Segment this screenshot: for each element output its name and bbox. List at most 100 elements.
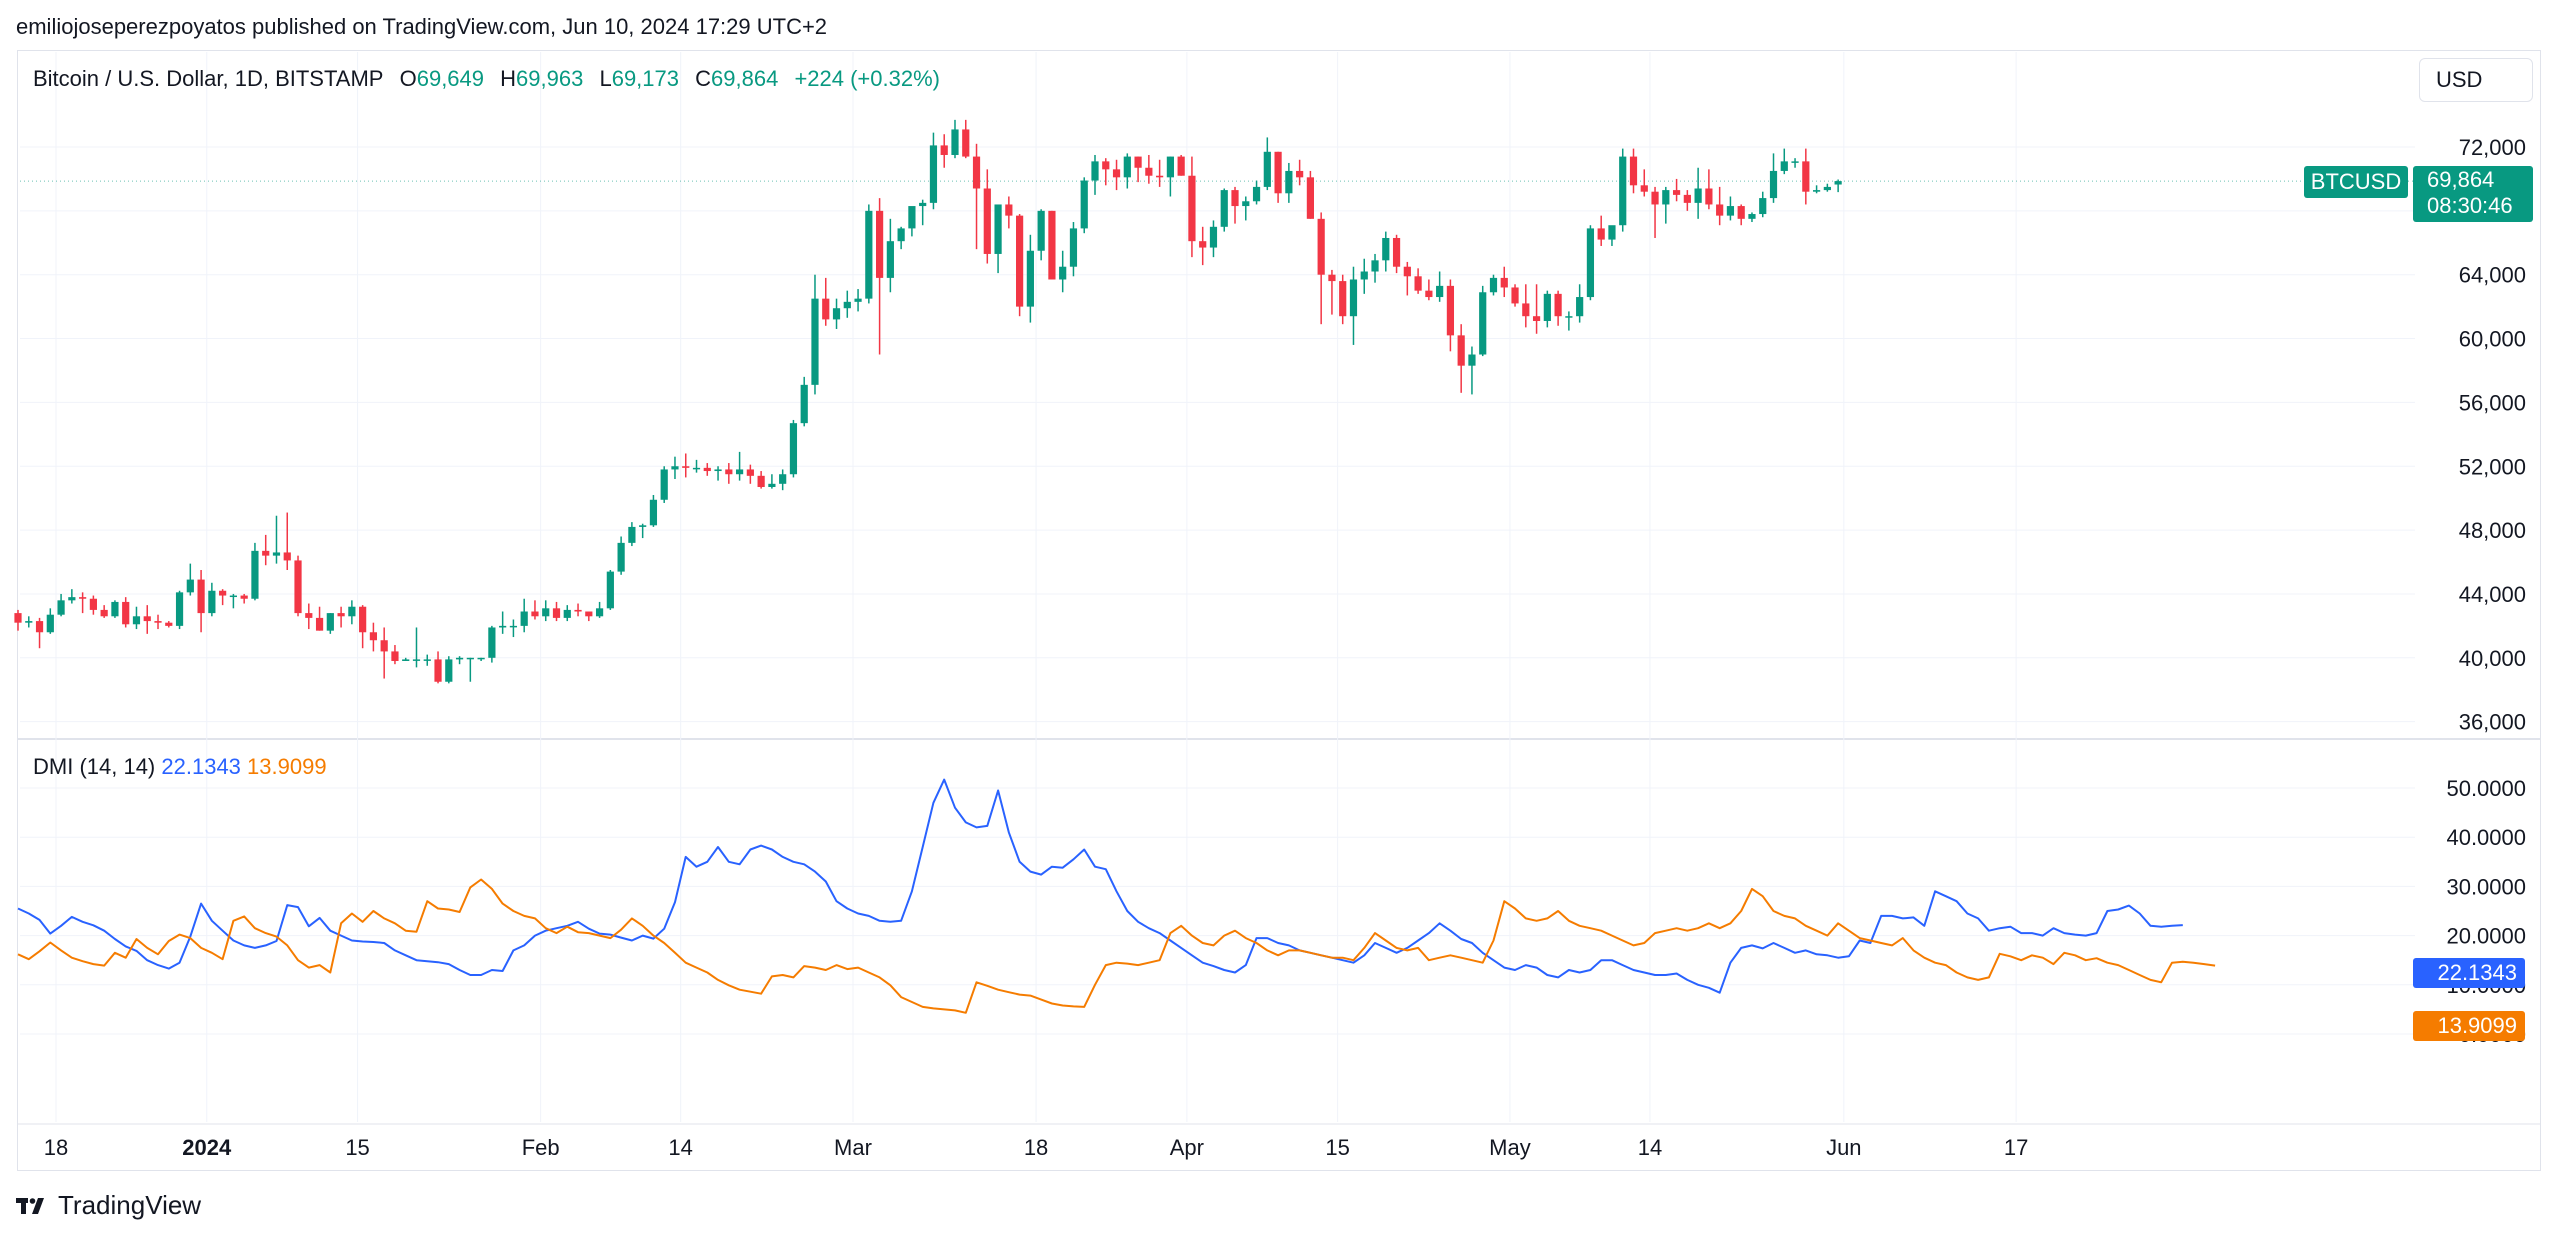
candle — [1026, 234, 1034, 323]
candle-body — [1263, 151, 1271, 187]
candle — [348, 600, 356, 625]
candle-body — [165, 622, 173, 626]
dmi-plus-value: 22.1343 — [161, 754, 241, 779]
candle — [1188, 156, 1196, 258]
candle-body — [940, 145, 948, 155]
candle — [800, 376, 808, 427]
low-value: 69,173 — [611, 66, 679, 91]
candle — [1651, 186, 1659, 238]
candle-body — [595, 608, 604, 617]
candle — [359, 605, 367, 649]
candle-body — [89, 598, 97, 610]
candle-body — [617, 542, 625, 572]
candles — [14, 119, 1842, 684]
candle — [1769, 153, 1778, 203]
candle — [283, 512, 291, 571]
candle-body — [897, 228, 905, 242]
candle-body — [929, 145, 938, 203]
candle — [994, 204, 1002, 274]
candle-body — [1554, 293, 1562, 317]
time-tick-label: 2024 — [182, 1135, 232, 1160]
candle-body — [1748, 214, 1756, 219]
candle — [509, 619, 518, 638]
open-label: O — [399, 66, 417, 91]
change-value: +224 (+0.32%) — [794, 66, 940, 91]
candle-body — [531, 611, 539, 617]
candle-body — [746, 469, 754, 476]
candle-body — [423, 659, 431, 661]
candle-body — [1339, 281, 1347, 317]
tradingview-logo-icon — [16, 1197, 44, 1214]
close-label: C — [695, 66, 712, 91]
currency-button[interactable]: USD — [2419, 58, 2533, 102]
candle-body — [1231, 190, 1239, 207]
candle-body — [682, 466, 690, 468]
candle-body — [251, 550, 259, 599]
candle — [585, 611, 593, 622]
candle — [1446, 279, 1455, 352]
candle-body — [348, 606, 356, 617]
candle-body — [369, 632, 378, 641]
candle-body — [412, 659, 421, 661]
candle — [1629, 148, 1638, 194]
candle — [886, 218, 894, 293]
candle — [1716, 186, 1724, 226]
candle-body — [1769, 170, 1778, 199]
candle-body — [1392, 237, 1401, 267]
candle-body — [1252, 186, 1261, 202]
candle — [1683, 190, 1691, 211]
candle-body — [57, 600, 65, 615]
candle-body — [919, 202, 927, 207]
candle — [1468, 346, 1476, 395]
time-tick-label: Mar — [834, 1135, 872, 1160]
candle — [466, 657, 474, 682]
symbol-legend: Bitcoin / U.S. Dollar, 1D, BITSTAMP O69,… — [33, 66, 940, 92]
dmi-tick-label: 20.0000 — [2446, 924, 2526, 949]
candle — [1586, 225, 1595, 301]
candle-body — [240, 595, 248, 599]
candle — [1199, 226, 1207, 266]
price-tick-label: 56,000 — [2459, 390, 2526, 415]
candle-body — [1059, 266, 1067, 280]
candle — [714, 466, 722, 481]
candle — [477, 657, 485, 661]
candle — [542, 600, 550, 622]
candle — [1737, 204, 1745, 226]
candle-body — [649, 499, 658, 526]
candle-body — [779, 474, 787, 484]
candle — [779, 469, 787, 491]
candle — [35, 617, 44, 649]
candle — [1479, 285, 1487, 357]
candle — [682, 453, 690, 478]
candle-body — [983, 188, 991, 254]
candle — [1371, 253, 1379, 283]
candle-body — [703, 467, 711, 472]
tradingview-footer[interactable]: TradingView — [16, 1190, 201, 1221]
high-label: H — [500, 66, 517, 91]
candle-body — [1489, 277, 1498, 293]
candle — [1392, 234, 1401, 274]
dmi-legend: DMI (14, 14) 22.1343 13.9099 — [33, 754, 327, 780]
minus-di-line — [17, 878, 2216, 1014]
candle — [649, 494, 658, 527]
tradingview-brand: TradingView — [58, 1190, 202, 1220]
candle — [951, 119, 959, 159]
candle — [563, 605, 571, 622]
candle-body — [1016, 215, 1024, 307]
candle — [1834, 179, 1842, 193]
candle-body — [1209, 226, 1218, 248]
dmi-lines — [17, 778, 2216, 1014]
candle-body — [1382, 237, 1390, 261]
candle — [962, 119, 970, 159]
candle — [1037, 209, 1045, 261]
minus-di-tag: 13.9099 — [2413, 1011, 2525, 1041]
candle — [768, 474, 776, 489]
candle-body — [1048, 210, 1056, 280]
dmi-tick-label: 50.0000 — [2446, 776, 2526, 801]
candle-body — [1651, 191, 1659, 205]
candle-body — [68, 597, 76, 601]
candle-body — [294, 560, 302, 614]
candle-body — [735, 469, 744, 475]
candle-body — [1005, 204, 1013, 216]
candle — [854, 289, 862, 312]
